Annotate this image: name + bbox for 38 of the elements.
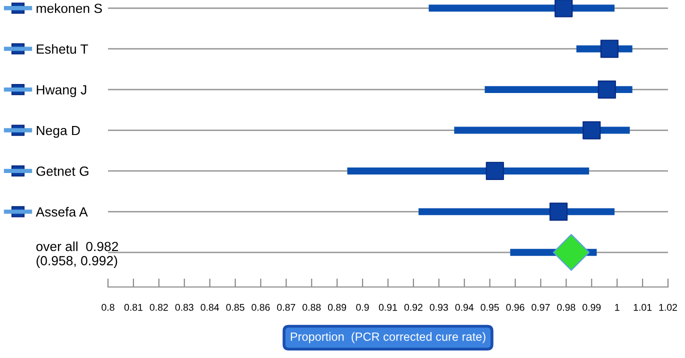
- x-tick-label: 0.92: [404, 304, 422, 311]
- point: [549, 202, 568, 221]
- x-tick-label: 0.88: [302, 304, 321, 311]
- x-tick-label: 0.8: [102, 304, 114, 311]
- x-axis-title: Proportion (PCR corrected cure rate): [290, 332, 486, 344]
- x-tick-label: 0.86: [252, 304, 270, 311]
- x-tick-label: 0.98: [557, 304, 576, 311]
- x-tick-label: 0.89: [328, 304, 346, 311]
- x-tick-label: 0.87: [277, 304, 296, 311]
- x-tick-label: 0.83: [175, 304, 194, 311]
- point: [552, 234, 590, 271]
- point: [600, 40, 619, 58]
- x-tick-label: 0.97: [532, 304, 550, 311]
- y-tick-label: Assefa A: [36, 206, 88, 217]
- point: [554, 0, 573, 18]
- x-tick-label: 0.82: [150, 304, 168, 311]
- x-tick-label: 0.9: [356, 304, 369, 311]
- x-tick-label: 1: [615, 304, 620, 311]
- y-tick-label: Eshetu T: [36, 44, 88, 54]
- x-tick-label: 1.02: [659, 304, 677, 311]
- x-tick-label: 0.95: [480, 304, 499, 311]
- x-tick-label: 0.84: [200, 304, 219, 311]
- point: [582, 121, 601, 140]
- y-tick-label: Getnet G: [36, 166, 88, 176]
- y-tick-label: mekonen S: [36, 3, 102, 14]
- x-tick-label: 0.96: [506, 304, 524, 311]
- x-tick-label: 0.93: [430, 304, 448, 311]
- x-tick-label: 0.94: [455, 304, 474, 311]
- x-tick-label: 0.91: [378, 304, 397, 311]
- x-tick-label: 0.81: [124, 304, 142, 311]
- y-tick-label: Nega D: [36, 126, 80, 138]
- y-tick-label: Hwang J: [36, 85, 86, 98]
- point: [598, 80, 616, 99]
- y-tick-label: over all 0.982 (0.958, 0.992): [36, 241, 118, 268]
- x-tick-label: 0.85: [226, 304, 244, 311]
- x-tick-label: 1.01: [634, 304, 652, 311]
- x-tick-label: 0.99: [582, 304, 601, 311]
- point: [486, 162, 504, 180]
